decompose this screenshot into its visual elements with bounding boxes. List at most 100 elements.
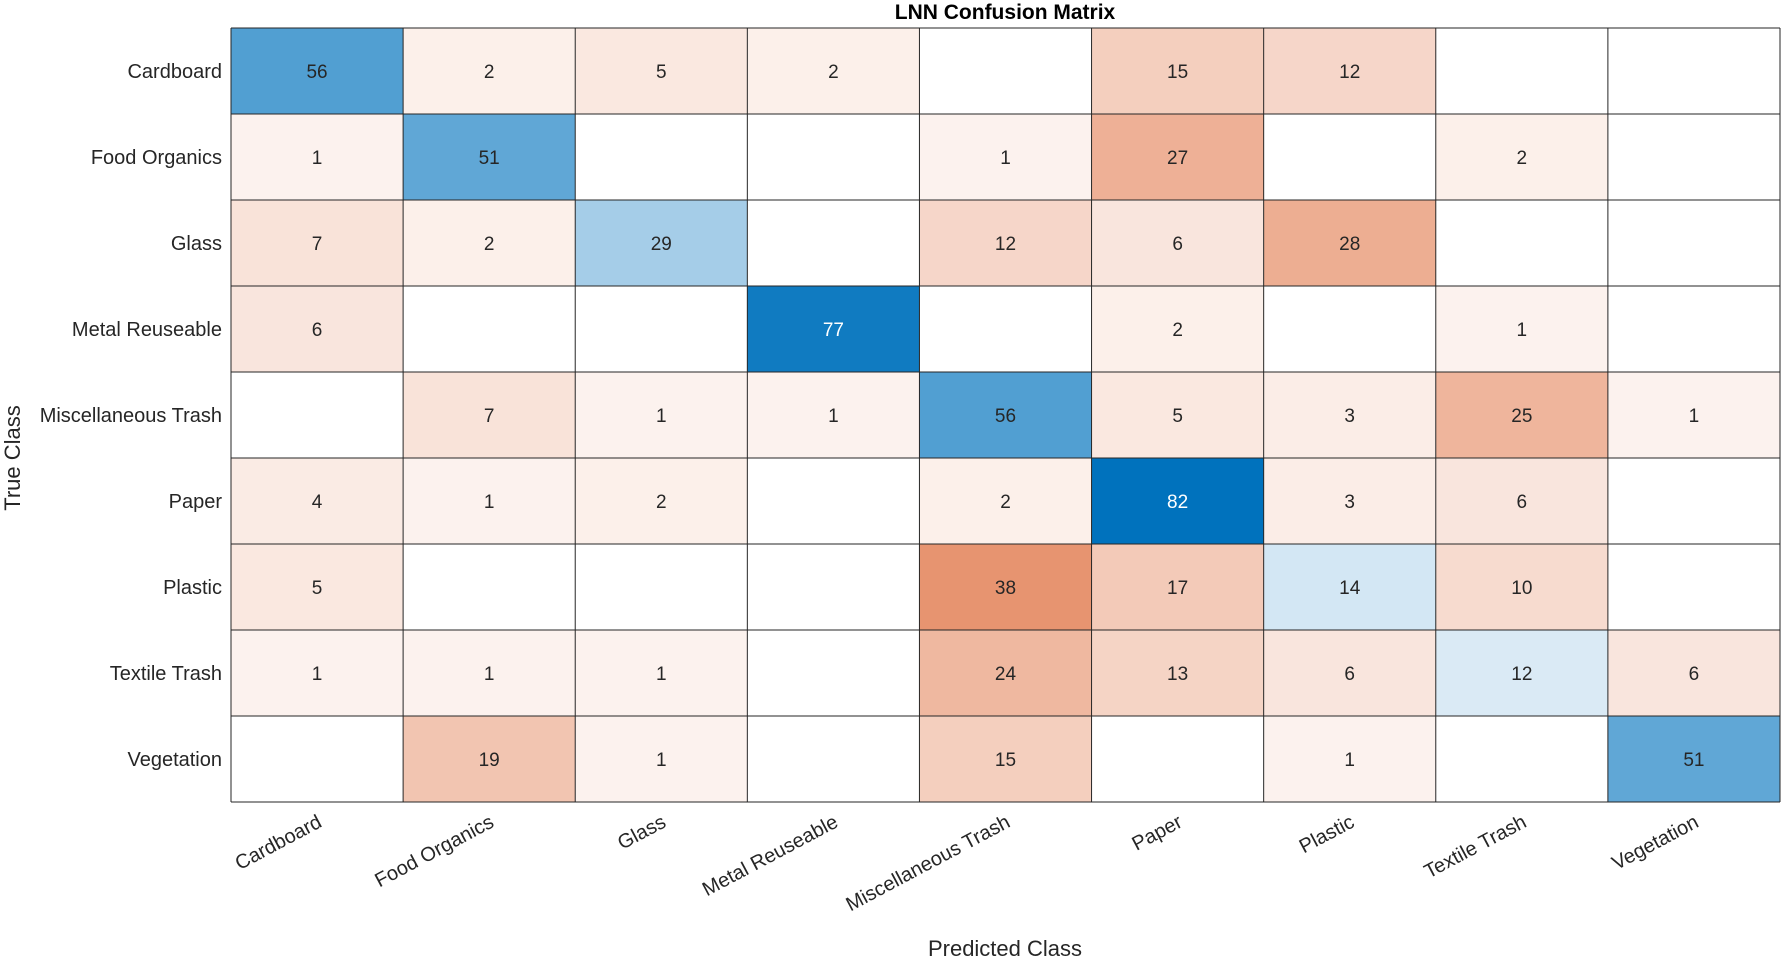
matrix-cell — [231, 458, 404, 544]
row-tick-label: Plastic — [163, 577, 222, 599]
matrix-cell — [1091, 372, 1264, 458]
matrix-cell — [1607, 716, 1780, 802]
matrix-cell-value: 1 — [1000, 148, 1011, 169]
matrix-cell — [1263, 544, 1436, 630]
matrix-cell — [1435, 114, 1608, 200]
matrix-cell — [919, 286, 1092, 372]
matrix-cell-value: 1 — [828, 406, 839, 427]
matrix-cell-value: 56 — [306, 62, 327, 83]
matrix-cell-value: 82 — [1167, 492, 1188, 513]
matrix-cell — [747, 372, 920, 458]
matrix-cell — [1607, 286, 1780, 372]
matrix-cell — [1263, 458, 1436, 544]
matrix-cell-value: 12 — [1339, 62, 1360, 83]
row-tick-label: Cardboard — [127, 61, 222, 83]
matrix-cell — [231, 372, 404, 458]
matrix-cell-value: 28 — [1339, 234, 1360, 255]
matrix-cell — [1435, 286, 1608, 372]
row-tick-labels: Cardboard Food Organics Glass Metal Reuseab… — [40, 61, 223, 771]
matrix-cell-value: 2 — [1517, 148, 1528, 169]
matrix-cell — [231, 716, 404, 802]
matrix-cell-value: 2 — [1172, 320, 1183, 341]
matrix-cell-value: 51 — [1683, 750, 1704, 771]
matrix-cell-value: 10 — [1511, 578, 1532, 599]
matrix-cell-value: 5 — [312, 578, 323, 599]
column-tick-labels: Cardboard Food Organics Glass Metal Reuseab… — [232, 811, 1703, 916]
matrix-cell-value: 27 — [1167, 148, 1188, 169]
matrix-cell-value: 5 — [1172, 406, 1183, 427]
matrix-cell-value: 6 — [1689, 664, 1700, 685]
chart-title: LNN Confusion Matrix — [895, 1, 1116, 24]
matrix-cell — [747, 716, 920, 802]
matrix-cell — [919, 458, 1092, 544]
matrix-cell-value: 1 — [1689, 406, 1700, 427]
matrix-cell — [231, 114, 404, 200]
matrix-cell-value: 15 — [995, 750, 1016, 771]
matrix-cell-value: 6 — [1172, 234, 1183, 255]
matrix-cell — [403, 716, 576, 802]
matrix-cell-value: 14 — [1339, 578, 1361, 599]
matrix-cell — [747, 28, 920, 114]
row-tick-label: Glass — [171, 233, 222, 255]
matrix-cell — [1435, 458, 1608, 544]
matrix-cell — [575, 458, 748, 544]
matrix-cell-value: 2 — [656, 492, 667, 513]
matrix-cell — [1607, 458, 1780, 544]
matrix-cell — [919, 544, 1092, 630]
matrix-cell — [1435, 716, 1608, 802]
matrix-cell — [575, 28, 748, 114]
row-tick-label: Vegetation — [127, 749, 222, 771]
column-tick-label: Vegetation — [1608, 811, 1702, 875]
matrix-cell — [1435, 200, 1608, 286]
matrix-cell — [231, 286, 404, 372]
matrix-cell-value: 12 — [1511, 664, 1532, 685]
matrix-cell-value: 2 — [828, 62, 839, 83]
matrix-cell-value: 6 — [312, 320, 323, 341]
matrix-cell — [1263, 28, 1436, 114]
matrix-cell — [403, 544, 576, 630]
matrix-cell — [403, 372, 576, 458]
matrix-cell — [1607, 200, 1780, 286]
matrix-cell — [575, 114, 748, 200]
matrix-cell-value: 77 — [823, 320, 844, 341]
matrix-cells: 56 2 5 2 15 121 51 1 27 27 2 29 12 6 286 77 2 17 1 1 56 5 3 25 1… — [231, 28, 1780, 802]
matrix-cell — [747, 286, 920, 372]
matrix-cell — [1435, 630, 1608, 716]
matrix-cell — [747, 200, 920, 286]
matrix-cell — [231, 200, 404, 286]
row-tick-label: Textile Trash — [110, 663, 222, 685]
matrix-cell — [919, 716, 1092, 802]
matrix-cell — [1263, 372, 1436, 458]
matrix-cell-value: 1 — [656, 406, 667, 427]
matrix-cell — [1607, 28, 1780, 114]
column-tick-label: Glass — [614, 811, 669, 854]
matrix-cell — [575, 286, 748, 372]
y-axis-label: True Class — [0, 405, 25, 511]
matrix-cell — [231, 630, 404, 716]
matrix-cell — [231, 28, 404, 114]
column-tick-label: Textile Trash — [1421, 811, 1530, 883]
matrix-cell — [1263, 716, 1436, 802]
matrix-cell — [1435, 28, 1608, 114]
matrix-cell — [1091, 114, 1264, 200]
row-tick-label: Paper — [169, 491, 223, 513]
matrix-cell — [1091, 630, 1264, 716]
matrix-cell-value: 12 — [995, 234, 1016, 255]
matrix-cell-value: 1 — [1517, 320, 1528, 341]
matrix-cell — [747, 114, 920, 200]
row-tick-label: Food Organics — [91, 147, 222, 169]
matrix-cell — [747, 458, 920, 544]
matrix-cell — [747, 544, 920, 630]
matrix-cell-value: 1 — [312, 148, 323, 169]
matrix-cell — [919, 630, 1092, 716]
matrix-cell — [1607, 544, 1780, 630]
matrix-cell — [403, 458, 576, 544]
matrix-cell-value: 7 — [484, 406, 495, 427]
matrix-cell-value: 4 — [312, 492, 323, 513]
matrix-cell — [575, 372, 748, 458]
matrix-cell — [403, 114, 576, 200]
matrix-cell — [1091, 716, 1264, 802]
matrix-cell-value: 25 — [1511, 406, 1532, 427]
column-tick-label: Cardboard — [232, 811, 326, 875]
